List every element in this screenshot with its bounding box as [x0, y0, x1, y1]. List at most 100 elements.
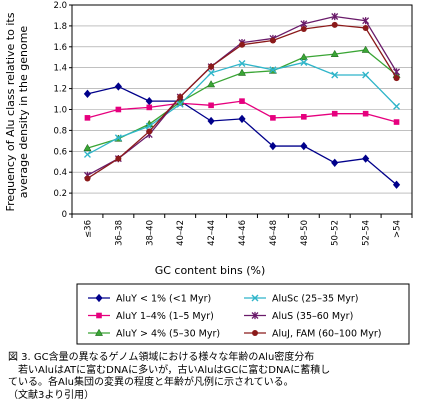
- data-point: [208, 102, 214, 109]
- y-axis-label-line1: Frequency of Alu class relative to its: [4, 12, 17, 211]
- x-tick-label: 52–54: [362, 220, 372, 246]
- data-point: [362, 17, 370, 25]
- x-tick-label: 48–50: [300, 220, 310, 246]
- series-5: [83, 12, 401, 179]
- data-point: [114, 82, 122, 91]
- data-point: [361, 45, 370, 53]
- data-point: [392, 180, 401, 189]
- series-4: [83, 58, 401, 158]
- x-tick-label: 36–38: [114, 220, 124, 246]
- x-tick-label: 44–46: [238, 220, 248, 246]
- data-point: [237, 68, 247, 76]
- y-tick-label: 1.2: [53, 85, 67, 95]
- y-tick-label: 1.4: [53, 64, 67, 74]
- caption-title: 図 3. GC含量の異なるゲノム領域における様々な年齢のAlu密度分布: [8, 352, 315, 363]
- legend-item: AluY > 4% (5–30 Myr): [88, 329, 220, 340]
- data-point: [300, 141, 308, 151]
- series-6: [84, 21, 400, 182]
- data-point: [207, 80, 216, 88]
- caption-line-1: 若いAluはATに富むDNAに多いが，古いAluはGCに富むDNAに蓄積し: [8, 364, 331, 376]
- data-point: [145, 96, 153, 106]
- data-point: [177, 93, 184, 100]
- data-point: [207, 116, 215, 126]
- x-tick-label: >54: [393, 220, 403, 238]
- data-point: [331, 21, 338, 28]
- legend-label: AluY < 1% (<1 Myr): [116, 294, 211, 305]
- data-point: [393, 119, 400, 125]
- data-point: [94, 328, 104, 336]
- data-point: [145, 122, 153, 130]
- legend-label: AluSc (25–35 Myr): [272, 294, 359, 305]
- data-point: [362, 154, 370, 163]
- data-point: [146, 128, 153, 135]
- y-tick-label: 0: [62, 210, 67, 220]
- data-point: [331, 110, 338, 117]
- data-point: [251, 294, 259, 302]
- legend-label: AluJ, FAM (60–100 Myr): [272, 329, 381, 340]
- y-tick-label: 0.6: [53, 147, 67, 157]
- data-point: [207, 69, 215, 77]
- data-point: [300, 58, 308, 66]
- x-tick-label: ≤36: [83, 220, 93, 238]
- y-axis-ticks: 0 0.2 0.4 0.6 0.8 1.0 1.2 1.4 1.6 1.8 2.0: [53, 1, 72, 220]
- data-point: [331, 158, 339, 167]
- data-point: [83, 150, 91, 158]
- caption-line-2: ている。各Alu集団の変異の程度と年齢が凡例に示されている。: [8, 377, 294, 388]
- x-tick-label: 38–40: [145, 220, 155, 246]
- data-point: [83, 143, 92, 152]
- data-point: [115, 106, 122, 113]
- data-point: [146, 104, 153, 111]
- data-point: [251, 311, 259, 320]
- data-point: [270, 115, 276, 121]
- data-point: [300, 26, 307, 33]
- legend-box: [76, 283, 410, 345]
- x-axis-ticks: ≤36 36–38 38–40 40–42 42–44 44–46 46–48 48–50 50…: [71, 214, 413, 246]
- y-tick-label: 1.6: [53, 43, 67, 53]
- y-axis-label-line2: average density in the genome: [17, 26, 30, 199]
- data-point: [362, 110, 369, 117]
- data-point: [83, 89, 92, 98]
- legend-label: AluY 1–4% (1–5 Myr): [116, 311, 214, 322]
- data-point: [269, 66, 277, 74]
- legend-label: AluS (35–60 Myr): [272, 311, 353, 322]
- data-point: [238, 114, 246, 124]
- data-point: [96, 312, 102, 319]
- data-point: [115, 155, 122, 162]
- x-tick-label: 50–52: [331, 220, 341, 246]
- data-point: [252, 330, 258, 336]
- figure-caption: 図 3. GC含量の異なるゲノム領域における様々な年齢のAlu密度分布 若いAl…: [8, 352, 428, 402]
- legend: AluY < 1% (<1 Myr) AluY 1–4% (1–5 Myr) Alu…: [76, 283, 410, 345]
- data-point: [331, 71, 339, 79]
- legend-item: AluJ, FAM (60–100 Myr): [244, 329, 381, 340]
- data-point: [238, 60, 246, 68]
- data-point: [114, 134, 122, 142]
- data-point: [393, 75, 400, 82]
- data-point: [331, 12, 339, 21]
- y-tick-label: 0.8: [53, 126, 67, 136]
- data-point: [362, 24, 369, 31]
- data-point: [208, 63, 215, 70]
- data-point: [239, 98, 245, 104]
- data-point: [239, 41, 245, 48]
- data-point: [269, 141, 277, 151]
- legend-label: AluY > 4% (5–30 Myr): [116, 329, 220, 340]
- y-tick-label: 1.8: [53, 22, 67, 32]
- data-point: [362, 71, 370, 79]
- legend-item: AluS (35–60 Myr): [244, 311, 353, 322]
- data-point: [299, 52, 308, 61]
- data-point: [95, 293, 103, 303]
- x-axis-label: GC content bins (%): [155, 264, 266, 277]
- x-tick-label: 40–42: [176, 220, 186, 246]
- y-tick-label: 0.4: [53, 168, 67, 178]
- y-tick-label: 2.0: [53, 1, 67, 11]
- data-point: [393, 102, 401, 110]
- legend-item: AluY < 1% (<1 Myr): [88, 294, 211, 305]
- data-point: [84, 175, 91, 182]
- legend-item: AluSc (25–35 Myr): [244, 294, 359, 305]
- y-tick-label: 1.0: [53, 106, 67, 116]
- x-tick-label: 42–44: [207, 220, 217, 246]
- data-point: [176, 100, 184, 108]
- data-point: [84, 115, 91, 121]
- data-point: [269, 37, 276, 44]
- x-tick-label: 46–48: [269, 220, 279, 246]
